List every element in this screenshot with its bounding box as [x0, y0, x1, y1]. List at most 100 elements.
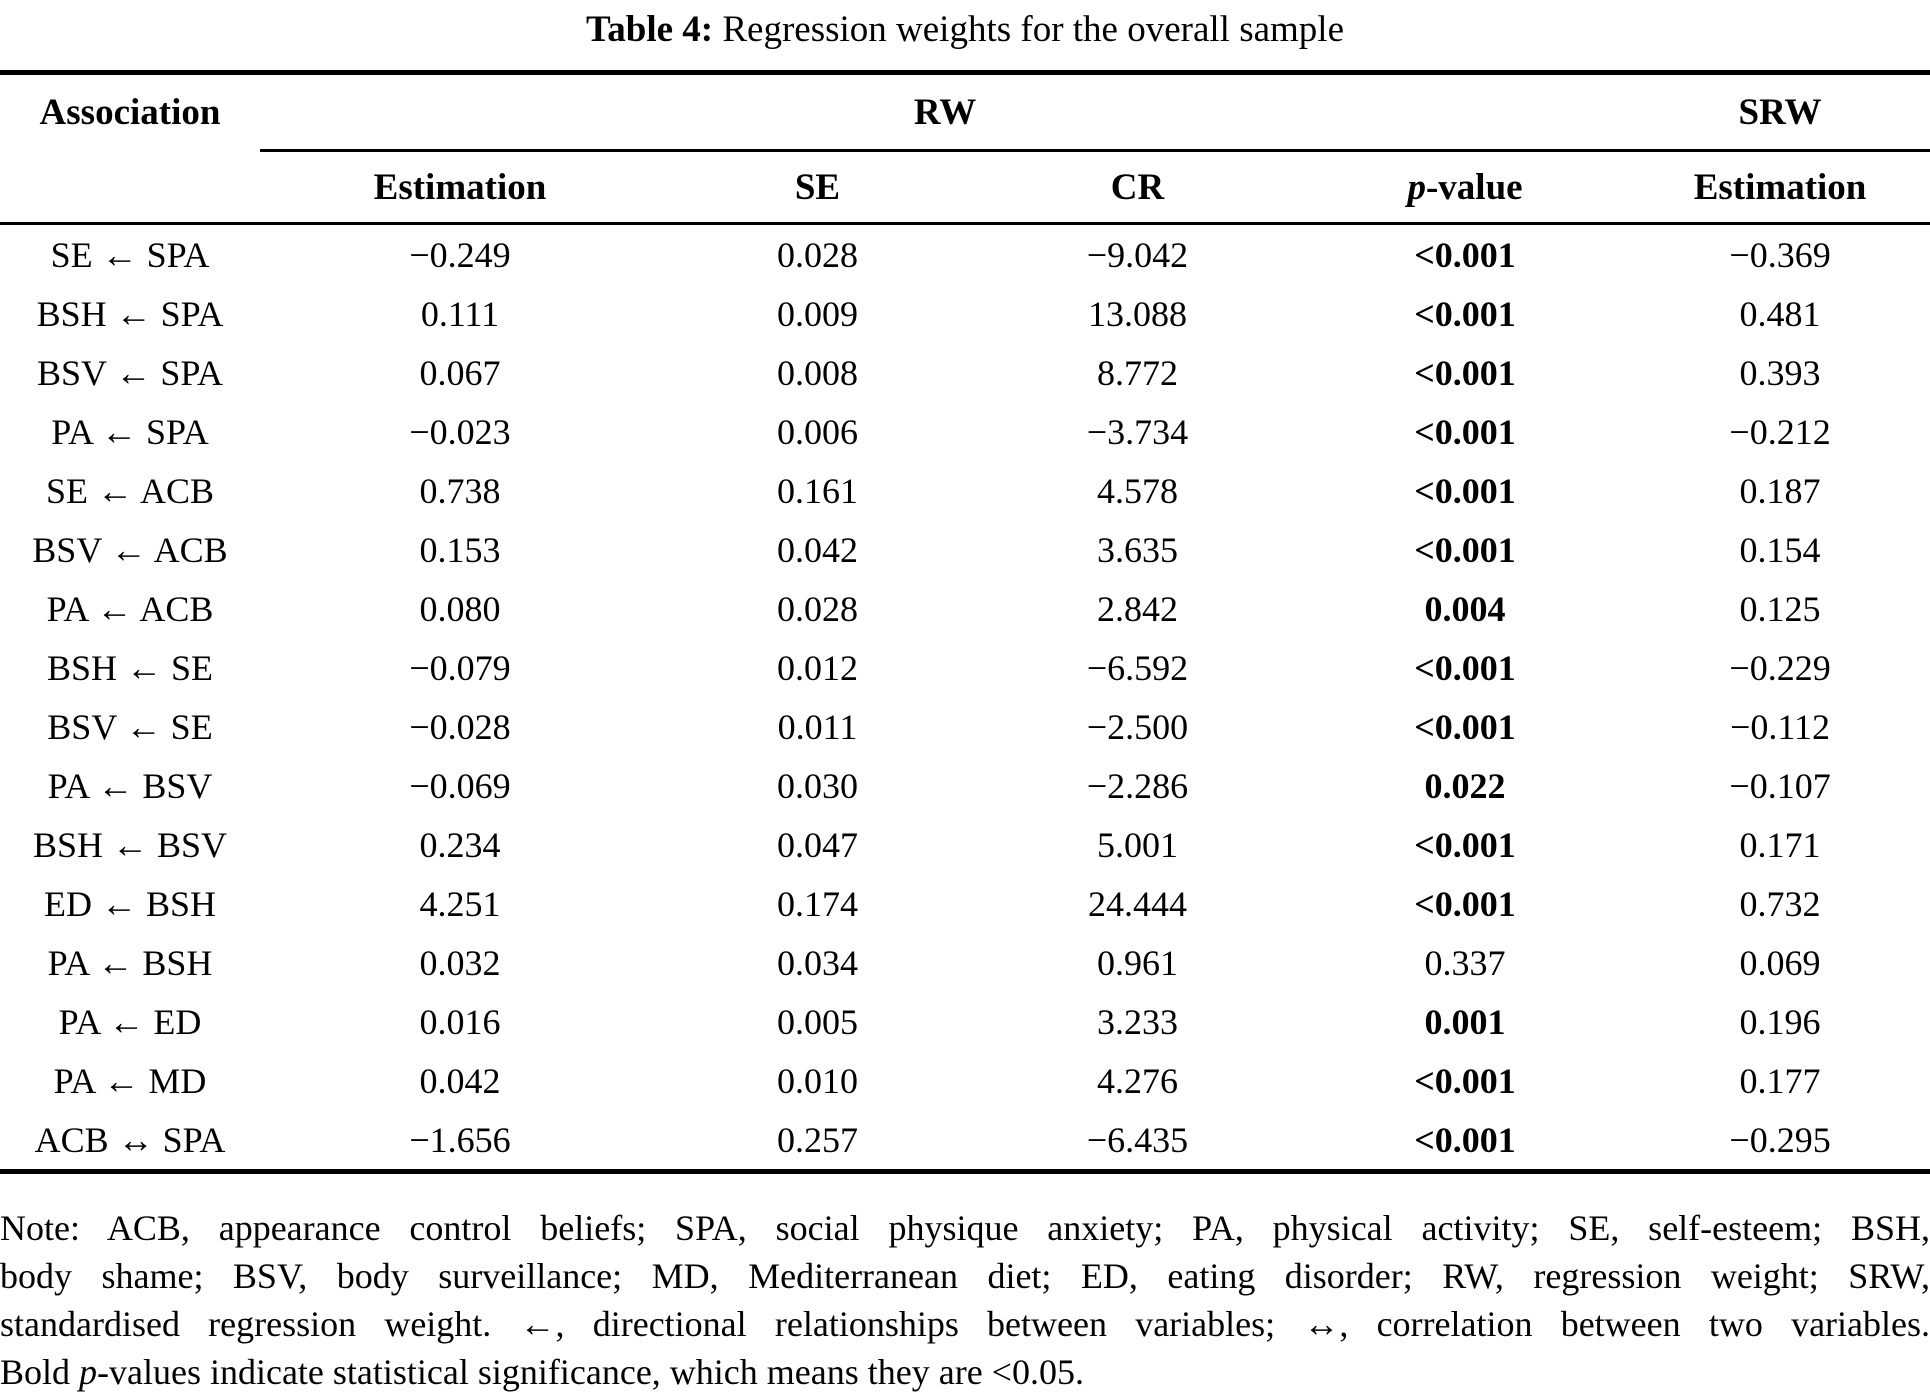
se-cell: 0.042 [777, 529, 858, 570]
table-row: ACB ↔ SPA −1.656 0.257 −6.435 <0.001 −0.295 [0, 1110, 1930, 1172]
association-cell: PA ← SPA [51, 411, 209, 452]
table-row: PA ← MD 0.042 0.010 4.276 <0.001 0.177 [0, 1051, 1930, 1110]
cr-cell: −2.500 [1086, 706, 1189, 747]
table-row: ED ← BSH 4.251 0.174 24.444 <0.001 0.732 [0, 874, 1930, 933]
cr-cell: 3.635 [1097, 529, 1178, 570]
srw-estimation-cell: −0.212 [1729, 411, 1831, 452]
note-line-1: Note: ACB, appearance control beliefs; S… [0, 1208, 1930, 1248]
se-cell: 0.005 [777, 1001, 858, 1042]
association-cell: ED ← BSH [43, 883, 217, 924]
rw-estimation-cell: 0.067 [419, 352, 501, 393]
cr-cell: 2.842 [1097, 588, 1178, 629]
srw-estimation-cell: −0.112 [1730, 706, 1831, 747]
se-cell: 0.028 [777, 234, 858, 275]
table-row: BSV ← SE −0.028 0.011 −2.500 <0.001 −0.112 [0, 697, 1930, 756]
se-header: SE [660, 150, 975, 225]
rw-estimation-cell: 4.251 [419, 883, 501, 924]
rw-estimation-cell: −0.023 [409, 411, 511, 452]
rw-estimation-cell: 0.080 [419, 588, 501, 629]
association-cell: PA ← ACB [46, 588, 214, 629]
cr-cell: 0.961 [1097, 942, 1178, 983]
p-value-cell: <0.001 [1414, 234, 1516, 275]
rw-estimation-cell: 0.234 [419, 824, 501, 865]
rw-estimation-header: Estimation [260, 150, 660, 225]
association-cell: BSH ← BSV [32, 824, 228, 865]
note-p-italic: p [79, 1352, 98, 1392]
note-line-4: Bold p-values indicate statistical signi… [0, 1348, 1930, 1396]
association-cell: SE ← SPA [50, 234, 210, 275]
srw-estimation-cell: −0.369 [1729, 234, 1831, 275]
srw-estimation-cell: 0.177 [1739, 1060, 1821, 1101]
table-group-header-row: Association RW SRW [0, 72, 1930, 152]
cr-cell: −3.734 [1086, 411, 1189, 452]
p-value-cell: <0.001 [1414, 352, 1516, 393]
srw-estimation-cell: 0.481 [1739, 293, 1821, 334]
association-cell: PA ← BSH [47, 942, 213, 983]
association-cell: SE ← ACB [45, 470, 215, 511]
srw-estimation-cell: 0.069 [1739, 942, 1821, 983]
table-title-text: Regression weights for the overall sampl… [722, 9, 1345, 50]
cr-header: CR [975, 150, 1300, 225]
se-cell: 0.161 [777, 470, 858, 511]
p-value-cell: <0.001 [1414, 824, 1516, 865]
srw-group-header: SRW [1630, 72, 1930, 152]
table-caption: Table 4: Regression weights for the over… [0, 0, 1930, 70]
note-line-3: standardised regression weight. ←, direc… [0, 1304, 1930, 1344]
se-cell: 0.008 [777, 352, 858, 393]
cr-cell: 24.444 [1088, 883, 1187, 924]
regression-weights-table: Association RW SRW Estimation SE CR p-va… [0, 70, 1930, 1174]
p-value-cell: 0.004 [1424, 588, 1506, 629]
table-row: BSH ← BSV 0.234 0.047 5.001 <0.001 0.171 [0, 815, 1930, 874]
table-row: PA ← SPA −0.023 0.006 −3.734 <0.001 −0.212 [0, 402, 1930, 461]
association-column-header: Association [39, 92, 221, 134]
table-row: BSV ← SPA 0.067 0.008 8.772 <0.001 0.393 [0, 343, 1930, 402]
se-cell: 0.012 [777, 647, 858, 688]
association-cell: PA ← BSV [47, 765, 213, 806]
p-value-header: p-value [1300, 150, 1631, 225]
rw-group-header: RW [260, 72, 1631, 152]
rw-estimation-cell: 0.032 [419, 942, 501, 983]
se-cell: 0.006 [777, 411, 858, 452]
p-value-cell: <0.001 [1414, 647, 1516, 688]
table-number-label: Table 4: [585, 9, 714, 50]
cr-cell: 13.088 [1088, 293, 1187, 334]
p-value-cell: 0.001 [1424, 1001, 1506, 1042]
association-cell: ACB ↔ SPA [34, 1119, 226, 1160]
note-line-4-rest: -values indicate statistical significanc… [97, 1352, 1084, 1392]
srw-estimation-cell: 0.125 [1739, 588, 1821, 629]
p-value-cell: <0.001 [1414, 293, 1516, 334]
se-cell: 0.257 [777, 1119, 858, 1160]
table-row: PA ← ACB 0.080 0.028 2.842 0.004 0.125 [0, 579, 1930, 638]
p-value-cell: <0.001 [1414, 1119, 1516, 1160]
association-cell: PA ← MD [53, 1060, 207, 1101]
p-italic: p [1407, 166, 1426, 208]
se-cell: 0.034 [777, 942, 858, 983]
se-cell: 0.174 [777, 883, 858, 924]
srw-estimation-cell: 0.732 [1739, 883, 1821, 924]
table-row: PA ← ED 0.016 0.005 3.233 0.001 0.196 [0, 992, 1930, 1051]
association-cell: BSV ← SPA [36, 352, 224, 393]
p-value-cell: <0.001 [1414, 470, 1516, 511]
srw-estimation-cell: 0.171 [1739, 824, 1821, 865]
cr-cell: −9.042 [1086, 234, 1189, 275]
p-value-cell: <0.001 [1414, 529, 1516, 570]
table-row: BSV ← ACB 0.153 0.042 3.635 <0.001 0.154 [0, 520, 1930, 579]
association-cell: BSV ← ACB [32, 529, 228, 570]
cr-cell: 4.276 [1097, 1060, 1178, 1101]
rw-estimation-cell: −0.028 [409, 706, 511, 747]
cr-cell: −6.435 [1086, 1119, 1189, 1160]
se-cell: 0.010 [777, 1060, 858, 1101]
note-line-2: body shame; BSV, body surveillance; MD, … [0, 1256, 1930, 1296]
p-value-cell: <0.001 [1414, 706, 1516, 747]
table-subheader-row: Estimation SE CR p-value Estimation [0, 150, 1930, 225]
se-cell: 0.011 [777, 706, 858, 747]
cr-cell: 8.772 [1097, 352, 1178, 393]
srw-estimation-cell: 0.154 [1739, 529, 1821, 570]
empty-subheader-cell [0, 150, 260, 225]
se-cell: 0.009 [777, 293, 858, 334]
se-cell: 0.047 [777, 824, 858, 865]
srw-estimation-cell: 0.393 [1739, 352, 1821, 393]
srw-estimation-cell: −0.295 [1729, 1119, 1831, 1160]
srw-estimation-cell: 0.196 [1739, 1001, 1821, 1042]
